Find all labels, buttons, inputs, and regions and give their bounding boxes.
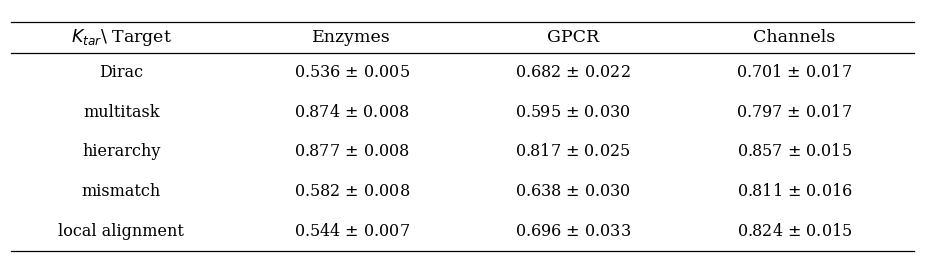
Text: 0.595 $\pm$ 0.030: 0.595 $\pm$ 0.030 [515,104,631,121]
Text: mismatch: mismatch [81,183,161,200]
Text: multitask: multitask [83,104,159,121]
Text: local alignment: local alignment [58,223,184,239]
Text: 0.696 $\pm$ 0.033: 0.696 $\pm$ 0.033 [515,223,631,239]
Text: 0.857 $\pm$ 0.015: 0.857 $\pm$ 0.015 [737,143,852,160]
Text: 0.874 $\pm$ 0.008: 0.874 $\pm$ 0.008 [294,104,410,121]
Text: 0.701 $\pm$ 0.017: 0.701 $\pm$ 0.017 [736,64,853,81]
Text: 0.811 $\pm$ 0.016: 0.811 $\pm$ 0.016 [736,183,852,200]
Text: 0.638 $\pm$ 0.030: 0.638 $\pm$ 0.030 [515,183,631,200]
Text: 0.544 $\pm$ 0.007: 0.544 $\pm$ 0.007 [294,223,410,239]
Text: 0.582 $\pm$ 0.008: 0.582 $\pm$ 0.008 [294,183,410,200]
Text: Channels: Channels [753,29,835,46]
Text: 0.817 $\pm$ 0.025: 0.817 $\pm$ 0.025 [515,143,631,160]
Text: Dirac: Dirac [99,64,143,81]
Text: Enzymes: Enzymes [313,29,391,46]
Text: 0.824 $\pm$ 0.015: 0.824 $\pm$ 0.015 [737,223,852,239]
Text: 0.797 $\pm$ 0.017: 0.797 $\pm$ 0.017 [736,104,853,121]
Text: 0.682 $\pm$ 0.022: 0.682 $\pm$ 0.022 [515,64,631,81]
Text: 0.877 $\pm$ 0.008: 0.877 $\pm$ 0.008 [294,143,410,160]
Text: 0.536 $\pm$ 0.005: 0.536 $\pm$ 0.005 [294,64,410,81]
Text: GPCR: GPCR [547,29,599,46]
Text: $K_{tar}\backslash$ Target: $K_{tar}\backslash$ Target [71,27,172,48]
Text: hierarchy: hierarchy [82,143,160,160]
